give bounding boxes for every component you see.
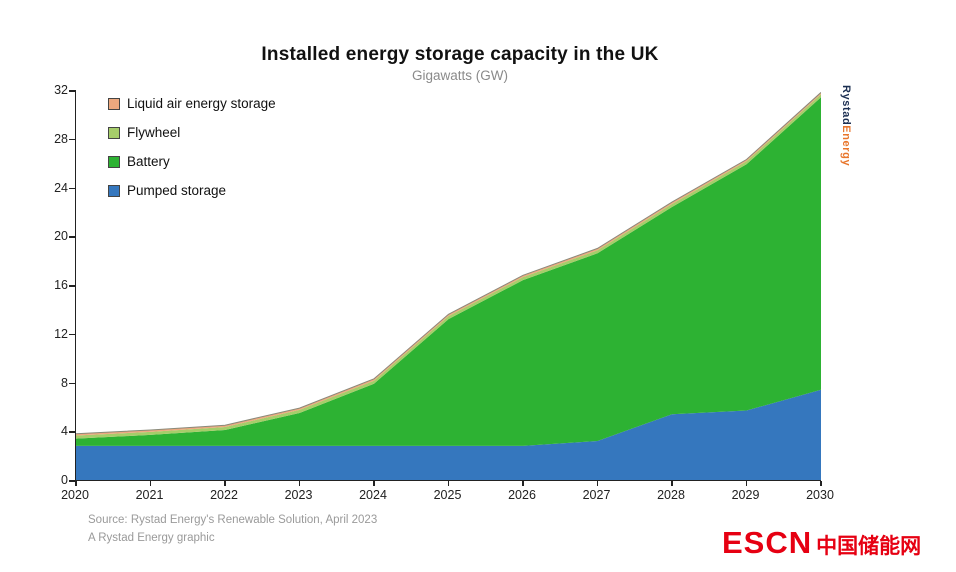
x-tick-mark xyxy=(298,481,300,486)
x-tick-mark xyxy=(745,481,747,486)
x-tick-label-2022: 2022 xyxy=(210,488,238,502)
y-tick-mark xyxy=(69,187,75,189)
y-tick-label-8: 8 xyxy=(61,375,68,390)
y-tick-label-0: 0 xyxy=(61,473,68,487)
source-line-1: Source: Rystad Energy's Renewable Soluti… xyxy=(88,514,378,526)
legend-item-liquid-air: Liquid air energy storage xyxy=(108,96,276,111)
y-tick-label-32: 32 xyxy=(54,83,68,97)
y-tick-label-20: 20 xyxy=(54,229,68,244)
battery-swatch-icon xyxy=(108,155,120,168)
legend-label-pumped-storage: Pumped storage xyxy=(127,183,227,198)
y-tick-mark xyxy=(69,236,75,238)
x-tick-label-2026: 2026 xyxy=(508,488,536,502)
liquid-air-swatch-icon xyxy=(108,97,120,110)
source-note: Source: Rystad Energy's Renewable Soluti… xyxy=(88,512,377,548)
x-tick-label-2021: 2021 xyxy=(135,488,164,502)
x-tick-label-2023: 2023 xyxy=(284,488,313,502)
rystad-logo-part: Rystad xyxy=(840,85,852,126)
y-tick-label-28: 28 xyxy=(54,131,68,146)
x-tick-mark xyxy=(447,481,449,486)
stacked-area-chart xyxy=(76,92,821,480)
x-tick-label-2027: 2027 xyxy=(582,488,611,502)
legend-label-battery: Battery xyxy=(127,154,170,169)
x-tick-label-2020: 2020 xyxy=(61,488,89,502)
x-tick-label-2029: 2029 xyxy=(731,488,760,502)
y-tick-mark xyxy=(69,90,75,92)
chart-title: Installed energy storage capacity in the… xyxy=(261,44,659,65)
x-tick-mark xyxy=(224,481,226,486)
x-tick-mark xyxy=(373,481,375,486)
y-tick-label-4: 4 xyxy=(61,424,68,439)
area-battery xyxy=(76,97,821,446)
x-tick-label-2030: 2030 xyxy=(806,488,834,502)
y-tick-mark xyxy=(69,382,75,384)
x-tick-mark xyxy=(596,481,598,486)
y-tick-label-16: 16 xyxy=(54,278,68,292)
legend-item-flywheel: Flywheel xyxy=(108,125,276,140)
y-tick-mark xyxy=(69,285,75,287)
legend-label-flywheel: Flywheel xyxy=(127,125,181,140)
y-tick-mark xyxy=(69,333,75,336)
legend-item-pumped-storage: Pumped storage xyxy=(108,183,276,198)
y-tick-mark xyxy=(69,431,75,433)
chart-subtitle: Gigawatts (GW) xyxy=(411,68,508,83)
escn-logo-chinese: 中国储能网 xyxy=(816,535,922,558)
x-tick-mark xyxy=(522,481,524,486)
y-tick-label-24: 24 xyxy=(54,180,68,195)
plot-area xyxy=(75,90,821,481)
area-pumped-storage xyxy=(76,389,821,480)
escn-logo: ESCN 中国储能网 xyxy=(722,525,921,561)
x-tick-label-2025: 2025 xyxy=(433,488,462,502)
rystad-energy-vertical-logo: RystadEnergy xyxy=(840,85,852,166)
y-tick-mark xyxy=(69,138,75,141)
x-tick-mark xyxy=(75,481,77,486)
legend-label-liquid-air: Liquid air energy storage xyxy=(127,96,276,111)
y-tick-label-12: 12 xyxy=(54,326,68,341)
legend-item-battery: Battery xyxy=(108,154,276,169)
escn-logo-latin: ESCN xyxy=(722,525,813,560)
x-tick-label-2024: 2024 xyxy=(359,488,387,502)
x-tick-mark xyxy=(671,481,673,486)
stack-top-edge xyxy=(76,92,821,435)
y-tick-mark xyxy=(69,480,75,482)
source-line-2: A Rystad Energy graphic xyxy=(88,531,215,544)
legend: Liquid air energy storage Flywheel Battery… xyxy=(108,96,276,198)
x-tick-mark xyxy=(820,481,822,486)
flywheel-swatch-icon xyxy=(108,126,120,139)
x-tick-mark xyxy=(149,481,151,486)
energy-logo-part: Energy xyxy=(840,125,852,167)
pumped-storage-swatch-icon xyxy=(108,184,120,197)
x-tick-label-2028: 2028 xyxy=(657,488,685,502)
